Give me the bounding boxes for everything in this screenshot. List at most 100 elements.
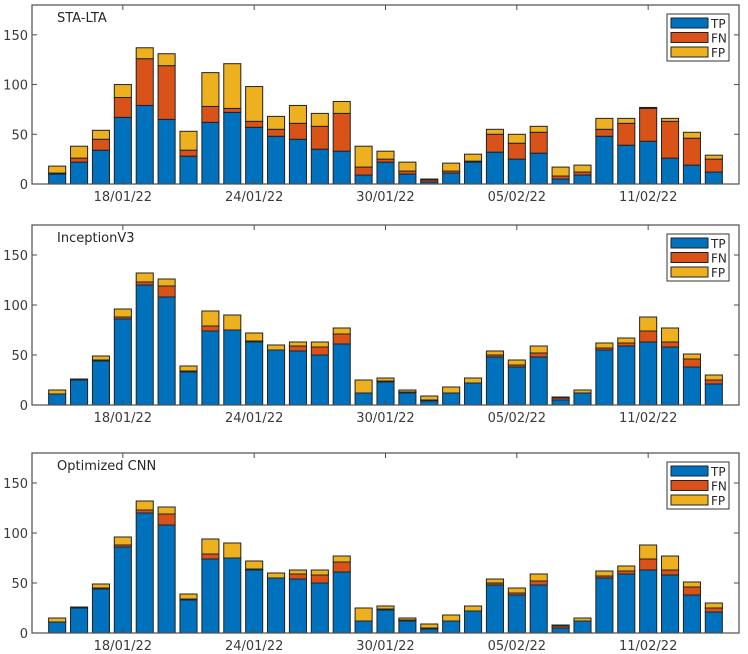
bar-fp-15: [376, 605, 395, 610]
x-tick-label: 11/02/22: [619, 190, 677, 205]
bar-fp-29: [682, 131, 701, 139]
bar-fp-2: [91, 355, 110, 361]
bar-fp-23: [551, 396, 570, 399]
bar-fp-6: [179, 130, 198, 151]
legend-swatch-fp: [670, 46, 709, 58]
bar-tp-22: [529, 152, 548, 185]
bar-tp-16: [398, 173, 417, 185]
bar-fp-0: [48, 617, 67, 623]
bar-tp-26: [617, 345, 636, 406]
bar-fp-6: [179, 365, 198, 372]
bar-fp-1: [70, 145, 89, 159]
bar-fn-30: [704, 607, 723, 613]
bar-fn-28: [661, 341, 680, 348]
bar-fp-26: [617, 565, 636, 572]
bar-tp-4: [135, 284, 154, 406]
bar-fn-7: [201, 105, 220, 123]
bar-fn-8: [223, 107, 242, 113]
bar-fp-15: [376, 377, 395, 382]
bar-tp-22: [529, 356, 548, 406]
bar-fp-30: [704, 154, 723, 160]
y-tick-label: 0: [20, 399, 28, 414]
bar-fn-29: [682, 358, 701, 368]
bar-tp-12: [310, 582, 329, 634]
bar-tp-8: [223, 329, 242, 406]
bar-fp-11: [288, 104, 307, 124]
bar-fp-13: [332, 100, 351, 114]
x-tick-label: 05/02/22: [488, 190, 546, 205]
bar-tp-26: [617, 573, 636, 634]
bar-tp-29: [682, 164, 701, 185]
bar-fn-22: [529, 131, 548, 154]
bar-tp-28: [661, 157, 680, 185]
x-tick-label: 05/02/22: [488, 639, 546, 654]
bar-fp-14: [354, 607, 373, 622]
bar-fp-8: [223, 314, 242, 331]
bar-tp-12: [310, 354, 329, 406]
bar-fp-2: [91, 583, 110, 589]
bar-tp-0: [48, 173, 67, 185]
bar-tp-1: [70, 379, 89, 406]
bar-fp-9: [245, 560, 264, 570]
bar-tp-23: [551, 178, 570, 185]
y-tick-label: 100: [3, 527, 28, 542]
bar-fn-7: [201, 325, 220, 332]
bar-fn-12: [310, 346, 329, 356]
bar-tp-6: [179, 599, 198, 634]
bar-fn-22: [529, 580, 548, 586]
bar-fp-22: [529, 125, 548, 133]
x-tick-label: 30/01/22: [356, 639, 414, 654]
bar-tp-18: [442, 392, 461, 406]
legend-label: FP: [711, 494, 725, 508]
bar-tp-0: [48, 621, 67, 634]
bar-fp-18: [442, 386, 461, 394]
bar-tp-17: [420, 400, 439, 406]
bar-fp-7: [201, 538, 220, 555]
bar-fn-20: [485, 133, 504, 153]
x-tick-label: 24/01/22: [225, 411, 283, 426]
bar-fp-23: [551, 166, 570, 177]
bar-fp-30: [704, 374, 723, 381]
subplot-1: 0 50 100 150 18/01/22 24/01/22 30/01/22 05/02/2…: [3, 224, 740, 426]
bar-tp-13: [332, 571, 351, 634]
bar-tp-6: [179, 155, 198, 185]
y-tick-label: 150: [3, 29, 28, 44]
y-tick-label: 50: [11, 128, 28, 143]
bar-fp-25: [595, 342, 614, 349]
bar-tp-7: [201, 121, 220, 185]
bar-fp-15: [376, 150, 395, 160]
bar-fp-26: [617, 337, 636, 344]
bar-tp-11: [288, 350, 307, 406]
bar-tp-5: [157, 296, 176, 406]
bar-fp-27: [639, 316, 658, 332]
bar-tp-30: [704, 383, 723, 406]
bar-fp-29: [682, 581, 701, 588]
bar-tp-22: [529, 584, 548, 634]
legend-swatch-tp: [670, 237, 709, 249]
bar-fp-27: [639, 544, 658, 560]
bar-fp-20: [485, 350, 504, 356]
bar-fn-27: [639, 558, 658, 571]
bar-tp-29: [682, 366, 701, 406]
bar-tp-5: [157, 118, 176, 185]
bar-fp-27: [639, 106, 658, 109]
legend-label: FN: [711, 32, 727, 46]
subplot-title: InceptionV3: [57, 231, 135, 246]
bar-tp-19: [464, 382, 483, 406]
bar-tp-2: [91, 588, 110, 634]
bar-fn-21: [507, 142, 526, 160]
bar-fp-19: [464, 153, 483, 162]
x-tick-label: 05/02/22: [488, 411, 546, 426]
bar-fn-28: [661, 120, 680, 159]
bar-fp-11: [288, 569, 307, 575]
bar-fp-8: [223, 63, 242, 109]
bar-fp-4: [135, 500, 154, 511]
legend-label: FN: [711, 252, 727, 266]
bar-fn-14: [354, 166, 373, 176]
bar-tp-5: [157, 524, 176, 634]
bar-tp-24: [573, 174, 592, 185]
bar-fn-1: [70, 157, 89, 163]
bar-tp-7: [201, 330, 220, 406]
bar-tp-21: [507, 594, 526, 634]
